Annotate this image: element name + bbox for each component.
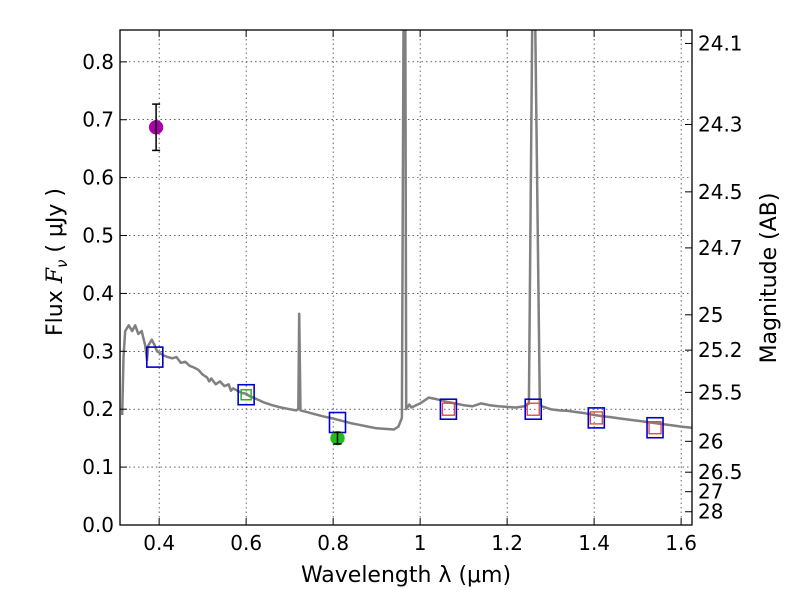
- y-tick-label: 0.0: [82, 513, 114, 537]
- x-tick-label: 0.4: [143, 531, 175, 555]
- x-tick-label: 0.6: [230, 531, 262, 555]
- nir-measurement-square: [589, 411, 603, 425]
- y-axis-label-prefix: Flux: [43, 283, 68, 336]
- ticks: 0.4 0.6 0.8 1 1.2 1.4 1.6 0.0 0.1 0.2 0.3 0.4 0.5 0.6…: [82, 30, 743, 555]
- y2-axis-label: Magnitude (AB): [757, 193, 782, 364]
- y2-tick-label: 24.1: [698, 31, 743, 55]
- model-flux-square: [524, 398, 543, 421]
- y-axis-label-symbol: F: [43, 267, 68, 284]
- y2-tick-label: 24.5: [698, 180, 743, 204]
- y-axis-label-subscript: ν: [53, 260, 71, 268]
- y2-tick-label: 28: [698, 500, 723, 524]
- x-tick-label: 1.2: [491, 531, 523, 555]
- y-tick-label: 0.8: [82, 50, 114, 74]
- model-flux-square: [439, 398, 458, 421]
- y-tick-label: 0.1: [82, 455, 114, 479]
- model-flux-square: [587, 407, 606, 429]
- y2-tick-label: 27: [698, 480, 723, 504]
- y2-tick-label: 24.7: [698, 236, 743, 260]
- y-tick-label: 0.5: [82, 224, 114, 248]
- x-tick-label: 0.8: [317, 531, 349, 555]
- model-flux-square: [237, 383, 255, 406]
- y-axis-label-suffix: ( μJy ): [43, 188, 68, 260]
- y2-tick-label: 25.2: [698, 338, 743, 362]
- y-tick-label: 0.6: [82, 166, 114, 190]
- x-tick-label: 1: [414, 531, 427, 555]
- y-tick-label: 0.3: [82, 339, 114, 363]
- model-flux-square: [145, 346, 164, 368]
- nir-measurement-square: [526, 402, 540, 416]
- marker-layer: [145, 103, 664, 446]
- x-tick-label: 1.6: [665, 531, 697, 555]
- plot-frame: [119, 29, 693, 526]
- grid: [120, 30, 692, 526]
- y2-tick-label: 25.5: [698, 380, 743, 404]
- x-axis-label: Wavelength λ (μm): [301, 563, 511, 588]
- y2-tick-label: 25: [698, 303, 723, 327]
- y2-tick-label: 24.3: [698, 112, 743, 136]
- model-spectrum-line: [120, 30, 692, 431]
- y-tick-label: 0.4: [82, 281, 114, 305]
- spectrum-layer: [120, 30, 692, 431]
- y2-tick-label: 26: [698, 429, 723, 453]
- y-tick-label: 0.7: [82, 108, 114, 132]
- y-axis-label: Flux Fν ( μJy ): [43, 188, 71, 336]
- y2-tick-label: 26.5: [698, 460, 743, 484]
- model-flux-square: [646, 416, 664, 439]
- optical-measurement-square: [240, 388, 252, 401]
- nir-measurement-square: [648, 421, 662, 435]
- y-tick-label: 0.2: [82, 397, 114, 421]
- x-tick-label: 1.4: [578, 531, 610, 555]
- nir-measurement-square: [441, 402, 456, 416]
